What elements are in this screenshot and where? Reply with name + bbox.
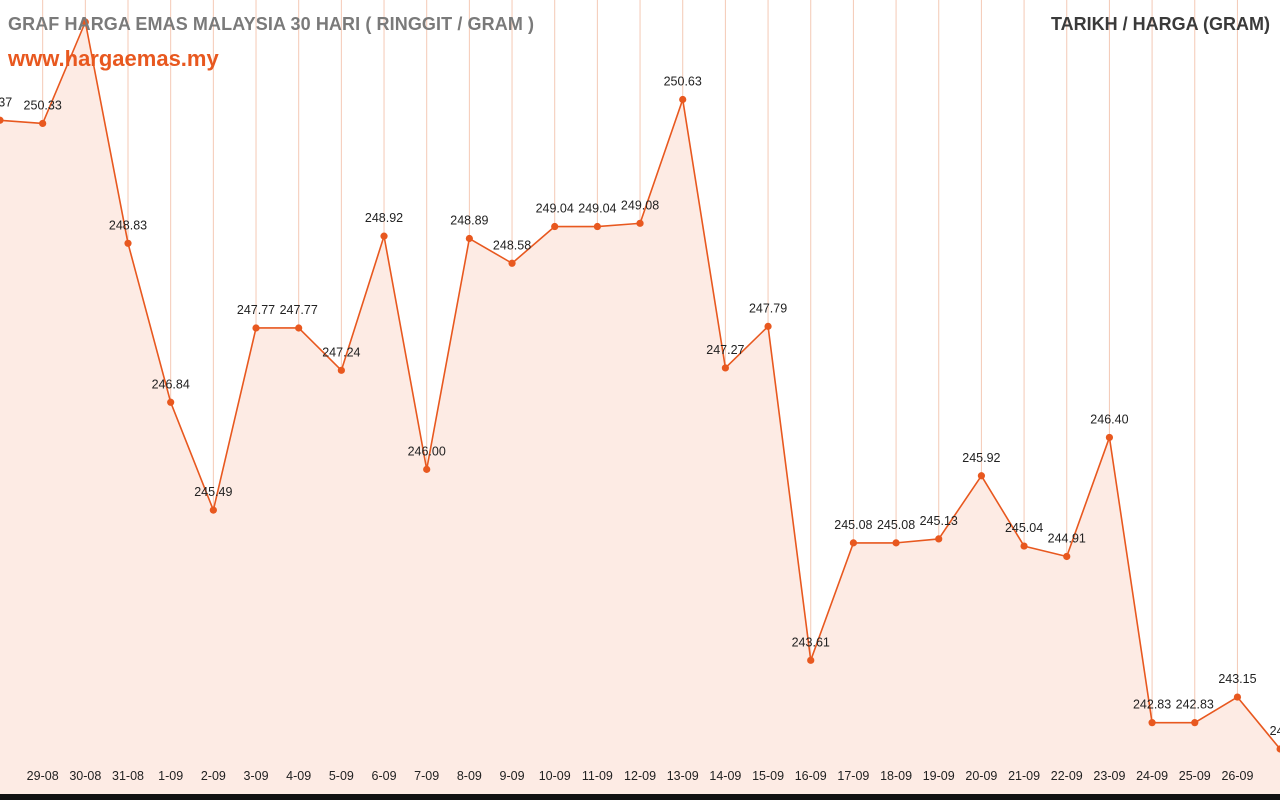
data-point bbox=[1191, 719, 1199, 727]
x-tick-label: 11-09 bbox=[582, 769, 613, 783]
value-label: 243.15 bbox=[1218, 672, 1256, 686]
data-point bbox=[935, 535, 943, 543]
value-label: 247.27 bbox=[706, 343, 744, 357]
value-label: 249.08 bbox=[621, 198, 659, 212]
x-tick-label: 16-09 bbox=[795, 769, 827, 783]
value-label: 246.00 bbox=[408, 444, 446, 458]
data-point bbox=[167, 398, 175, 406]
value-label: 248.58 bbox=[493, 238, 531, 252]
x-tick-label: 8-09 bbox=[457, 769, 482, 783]
x-tick-label: 14-09 bbox=[709, 769, 741, 783]
x-tick-label: 31-08 bbox=[112, 769, 144, 783]
data-point bbox=[508, 259, 516, 267]
value-label: 242.83 bbox=[1176, 698, 1214, 712]
data-point bbox=[81, 18, 89, 26]
x-tick-label: 2-09 bbox=[201, 769, 226, 783]
data-point bbox=[1276, 745, 1280, 753]
data-point bbox=[209, 506, 217, 514]
x-tick-label: 6-09 bbox=[372, 769, 397, 783]
x-tick-label: 23-09 bbox=[1093, 769, 1125, 783]
value-label: 248.89 bbox=[450, 214, 488, 228]
x-tick-label: 9-09 bbox=[500, 769, 525, 783]
data-point bbox=[807, 656, 815, 664]
x-tick-label: 5-09 bbox=[329, 769, 354, 783]
x-tick-label: 29-08 bbox=[27, 769, 59, 783]
x-tick-label: 21-09 bbox=[1008, 769, 1040, 783]
x-tick-label: 1-09 bbox=[158, 769, 183, 783]
data-point bbox=[679, 95, 687, 104]
data-point bbox=[636, 219, 644, 227]
site-url[interactable]: www.hargaemas.my bbox=[8, 46, 219, 71]
value-label: 243.61 bbox=[792, 635, 830, 649]
data-point bbox=[1063, 552, 1071, 561]
chart-title: GRAF HARGA EMAS MALAYSIA 30 HARI ( RINGG… bbox=[8, 14, 535, 34]
value-label: 250.33 bbox=[24, 98, 62, 112]
value-label: 242.83 bbox=[1133, 698, 1171, 712]
data-point bbox=[1020, 542, 1028, 550]
x-tick-label: 3-09 bbox=[244, 769, 269, 783]
x-tick-label: 4-09 bbox=[286, 769, 311, 783]
data-point bbox=[892, 539, 900, 547]
value-label: 248.83 bbox=[109, 218, 147, 232]
x-tick-label: 25-09 bbox=[1179, 769, 1211, 783]
x-tick-label: 10-09 bbox=[539, 769, 571, 783]
data-point bbox=[1233, 693, 1242, 701]
data-point bbox=[593, 222, 601, 231]
x-tick-label: 18-09 bbox=[880, 769, 912, 783]
value-label: 245.04 bbox=[1005, 521, 1043, 535]
data-point bbox=[721, 364, 729, 372]
data-point bbox=[252, 324, 260, 332]
data-point bbox=[764, 322, 772, 330]
data-point bbox=[124, 239, 132, 247]
data-point bbox=[849, 539, 858, 547]
data-point bbox=[1105, 433, 1114, 442]
value-label: 245.08 bbox=[834, 518, 872, 532]
x-tick-label: 12-09 bbox=[624, 769, 656, 783]
value-label: 247.79 bbox=[749, 301, 787, 315]
data-point bbox=[337, 366, 345, 374]
data-point bbox=[39, 119, 47, 128]
x-tick-label: 7-09 bbox=[414, 769, 439, 783]
data-point bbox=[977, 472, 986, 480]
bottom-edge bbox=[0, 794, 1280, 800]
data-point bbox=[380, 232, 388, 240]
x-tick-label: 26-09 bbox=[1221, 769, 1253, 783]
x-tick-label: 22-09 bbox=[1051, 769, 1083, 783]
x-tick-label: 20-09 bbox=[965, 769, 997, 783]
x-tick-label: 13-09 bbox=[667, 769, 699, 783]
data-point bbox=[551, 222, 559, 231]
value-label: 245.13 bbox=[920, 514, 958, 528]
value-label: 245.08 bbox=[877, 518, 915, 532]
value-label: 244.91 bbox=[1048, 531, 1086, 545]
x-tick-label: 15-09 bbox=[752, 769, 784, 783]
data-point bbox=[1148, 719, 1156, 727]
value-label: 248.92 bbox=[365, 211, 403, 225]
value-label: 247.77 bbox=[237, 303, 275, 317]
data-point bbox=[423, 465, 431, 473]
area-fill bbox=[0, 22, 1280, 795]
x-tick-label: 24-09 bbox=[1136, 769, 1168, 783]
value-label: 246.40 bbox=[1090, 412, 1128, 426]
value-label: 249.04 bbox=[536, 202, 574, 216]
x-tick-label: 19-09 bbox=[923, 769, 955, 783]
value-label: 250.63 bbox=[664, 74, 702, 88]
data-point bbox=[295, 324, 303, 332]
value-label: 247.77 bbox=[280, 303, 318, 317]
value-label: 249.04 bbox=[578, 202, 616, 216]
data-point bbox=[0, 116, 4, 124]
value-label: 245.49 bbox=[194, 485, 232, 499]
value-label: 0.37 bbox=[0, 95, 12, 109]
x-tick-label: 30-08 bbox=[69, 769, 101, 783]
value-label: 246.84 bbox=[152, 377, 190, 391]
data-point bbox=[465, 234, 473, 243]
chart-legend: TARIKH / HARGA (GRAM) bbox=[1051, 14, 1270, 34]
value-label: 247.24 bbox=[322, 345, 360, 359]
x-tick-label: 17-09 bbox=[837, 769, 869, 783]
value-label: 242 bbox=[1270, 724, 1280, 738]
value-label: 245.92 bbox=[962, 451, 1000, 465]
